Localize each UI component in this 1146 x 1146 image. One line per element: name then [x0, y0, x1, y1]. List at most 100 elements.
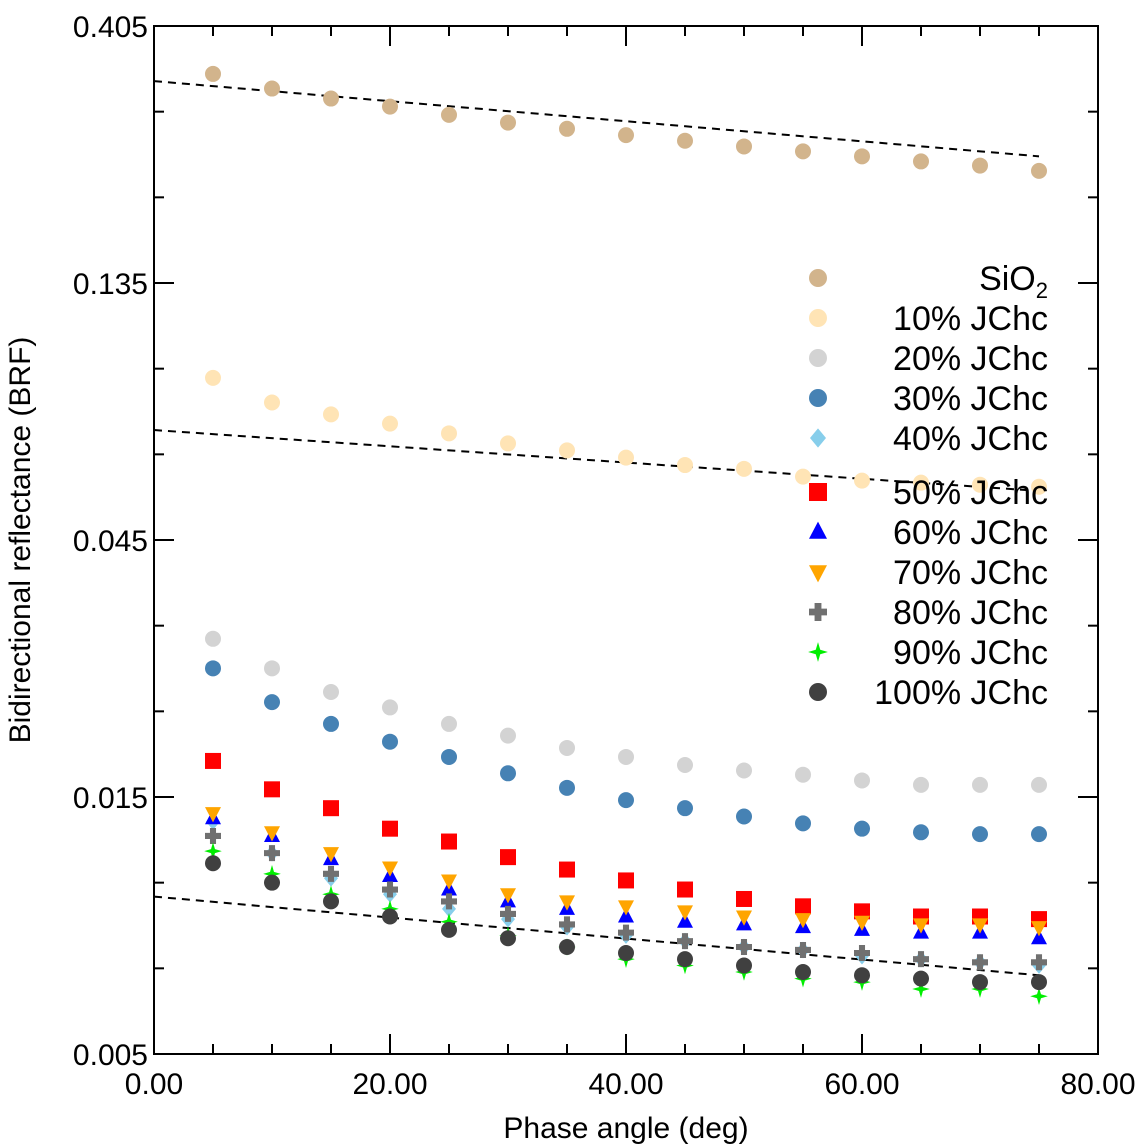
data-point: [1031, 929, 1047, 945]
data-point: [323, 893, 339, 910]
data-point: [854, 915, 870, 931]
series-70-jchc: [205, 807, 1047, 937]
data-point: [263, 865, 281, 883]
data-point: [618, 449, 634, 466]
data-point: [500, 905, 516, 922]
data-point: [795, 941, 811, 958]
data-point: [618, 944, 634, 961]
data-point: [264, 694, 280, 711]
data-point: [1031, 826, 1047, 843]
data-point: [913, 776, 929, 793]
data-point: [1031, 974, 1047, 991]
data-point: [618, 748, 634, 765]
data-point: [1031, 776, 1047, 793]
data-point: [677, 933, 693, 950]
legend-label: 50% JChc: [893, 474, 1048, 512]
legend-marker: [809, 309, 827, 327]
data-point: [972, 157, 988, 174]
y-axis-title: Bidirectional reflectance (BRF): [4, 337, 37, 744]
data-point: [559, 895, 575, 911]
data-point: [205, 855, 221, 872]
series-20-jchc: [205, 630, 1047, 793]
data-point: [972, 826, 988, 843]
data-point: [500, 727, 516, 744]
legend-marker: [809, 521, 827, 539]
data-point: [913, 824, 929, 841]
data-point: [441, 874, 457, 890]
data-point: [204, 842, 222, 860]
data-point: [559, 916, 575, 933]
data-point: [677, 905, 693, 921]
data-point: [382, 415, 398, 432]
data-point: [736, 890, 752, 907]
data-point: [972, 918, 988, 934]
data-point: [677, 132, 693, 149]
data-point: [205, 660, 221, 677]
data-point: [500, 114, 516, 131]
data-point: [323, 683, 339, 700]
data-point: [795, 468, 811, 485]
data-point: [854, 472, 870, 489]
legend-marker: [809, 565, 827, 583]
data-point: [736, 938, 752, 955]
data-points: [204, 65, 1048, 1006]
data-point: [323, 800, 339, 817]
data-point: [205, 752, 221, 769]
legend-marker: [809, 683, 827, 701]
data-point: [795, 913, 811, 929]
data-point: [795, 143, 811, 160]
series-30-jchc: [205, 660, 1047, 843]
x-axis-title: Phase angle (deg): [503, 1112, 748, 1145]
data-point: [677, 800, 693, 817]
data-point: [500, 888, 516, 904]
data-point: [736, 957, 752, 974]
data-point: [1031, 478, 1047, 495]
data-point: [323, 90, 339, 107]
data-point: [618, 127, 634, 144]
data-point: [500, 930, 516, 947]
x-tick-label: 80.00: [1060, 1068, 1135, 1101]
data-point: [323, 865, 339, 882]
data-point: [972, 776, 988, 793]
data-point: [205, 827, 221, 844]
data-point: [677, 951, 693, 968]
data-point: [854, 772, 870, 789]
data-point: [264, 845, 280, 862]
data-point: [913, 970, 929, 987]
legend-label: 10% JChc: [893, 300, 1048, 338]
y-tick-label: 0.135: [73, 268, 148, 301]
y-tick-label: 0.405: [73, 11, 148, 44]
data-point: [854, 967, 870, 984]
data-point: [264, 80, 280, 97]
data-point: [559, 739, 575, 756]
data-point: [440, 912, 458, 931]
data-point: [736, 460, 752, 477]
data-point: [382, 98, 398, 115]
series-100-jchc: [205, 855, 1047, 991]
legend-label: 100% JChc: [874, 674, 1048, 712]
data-point: [323, 715, 339, 732]
data-point: [618, 792, 634, 809]
data-point: [854, 903, 870, 920]
series-80-jchc: [205, 827, 1047, 971]
data-point: [913, 918, 929, 934]
legend-marker: [809, 389, 827, 407]
legend-marker: [810, 428, 826, 448]
data-point: [441, 748, 457, 765]
data-point: [559, 938, 575, 955]
y-axis: 0.405 0.135 0.045 0.015 0.005: [73, 11, 1098, 1072]
data-point: [382, 820, 398, 837]
data-point: [854, 148, 870, 165]
data-point: [1031, 921, 1047, 937]
data-point: [264, 874, 280, 891]
series-10-jchc: [205, 369, 1047, 495]
data-point: [618, 900, 634, 916]
data-point: [441, 893, 457, 910]
data-point: [972, 954, 988, 971]
x-tick-label: 0.00: [125, 1068, 183, 1101]
data-point: [441, 715, 457, 732]
legend-label: 30% JChc: [893, 380, 1048, 418]
data-point: [500, 765, 516, 782]
